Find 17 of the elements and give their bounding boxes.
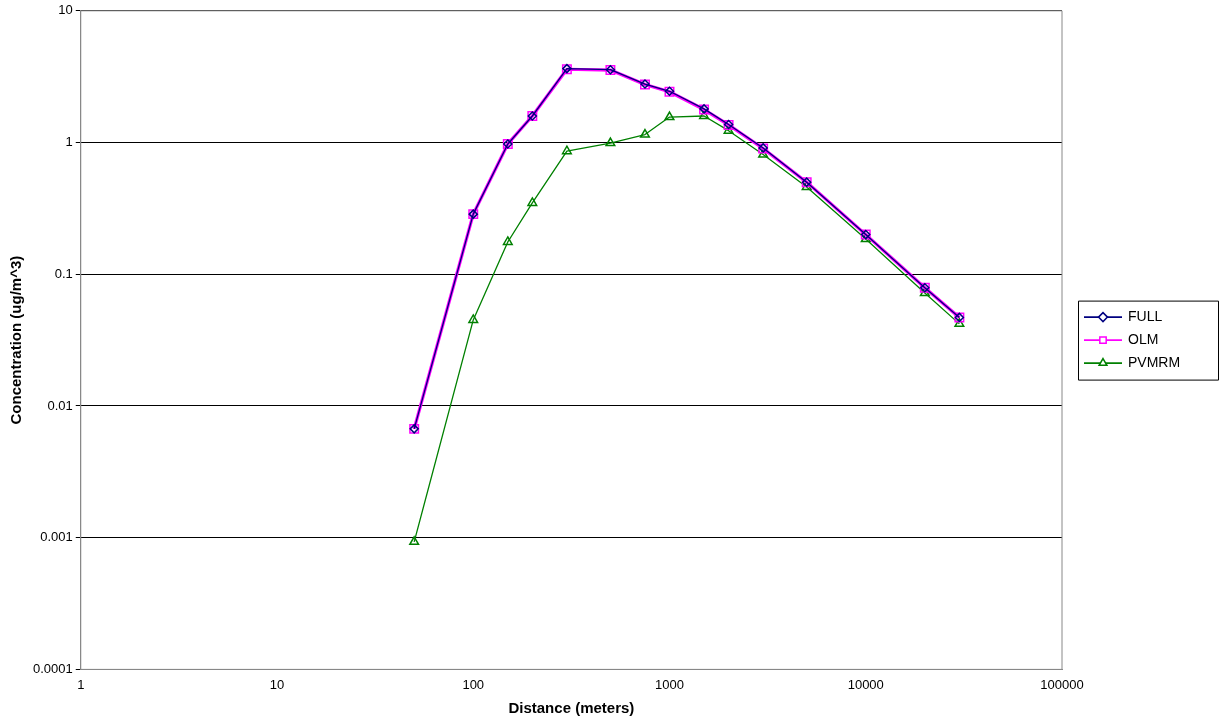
x-tick-label: 10000 [847,676,884,692]
x-tick-label: 100000 [1040,676,1084,692]
y-axis-title: Concentration (ug/m^3) [7,255,25,425]
y-tick-label: 10 [58,2,73,18]
legend-label: PVMRM [1128,353,1181,370]
y-tick-label: 0.0001 [33,660,73,676]
y-tick-label: 0.1 [54,265,73,281]
legend-label: FULL [1128,307,1163,324]
x-tick-label: 100 [462,676,485,692]
y-tick-label: 0.001 [40,529,73,545]
x-tick-label: 10 [269,676,285,692]
x-tick-label: 1 [77,676,85,692]
x-axis-title: Distance (meters) [508,699,635,717]
y-tick-label: 0.01 [47,397,73,413]
legend-label: OLM [1128,330,1159,347]
x-tick-label: 1000 [655,676,684,692]
y-tick-label: 1 [65,134,73,150]
